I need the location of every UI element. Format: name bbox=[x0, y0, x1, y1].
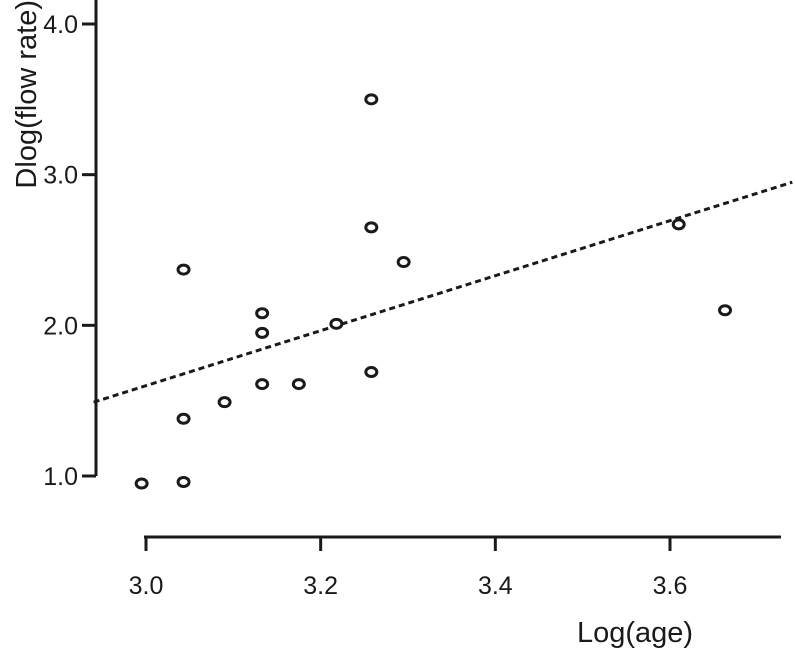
data-point bbox=[671, 218, 686, 231]
y-tick-label: 3.0 bbox=[43, 162, 78, 190]
data-point bbox=[176, 263, 191, 276]
y-tick-label: 4.0 bbox=[43, 11, 78, 39]
y-axis-title: Dlog(flow rate) bbox=[11, 0, 43, 189]
data-point bbox=[329, 317, 344, 330]
data-point bbox=[718, 304, 733, 317]
data-point bbox=[364, 93, 379, 106]
data-point bbox=[176, 412, 191, 425]
y-tick-label: 2.0 bbox=[43, 312, 78, 340]
data-point bbox=[364, 366, 379, 379]
data-point bbox=[255, 326, 270, 339]
data-point bbox=[255, 378, 270, 391]
trend-line bbox=[93, 180, 793, 404]
data-point bbox=[364, 221, 379, 234]
x-tick-label: 3.4 bbox=[478, 572, 513, 600]
data-point bbox=[217, 396, 232, 409]
data-point bbox=[396, 256, 411, 269]
y-tick-label: 1.0 bbox=[43, 463, 78, 491]
data-point bbox=[176, 476, 191, 489]
x-tick-label: 3.2 bbox=[303, 572, 338, 600]
x-tick-label: 3.6 bbox=[653, 572, 688, 600]
x-axis-title: Log(age) bbox=[577, 617, 693, 649]
data-point bbox=[291, 378, 306, 391]
x-tick-label: 3.0 bbox=[129, 572, 164, 600]
data-point bbox=[134, 477, 149, 490]
data-point bbox=[255, 307, 270, 320]
